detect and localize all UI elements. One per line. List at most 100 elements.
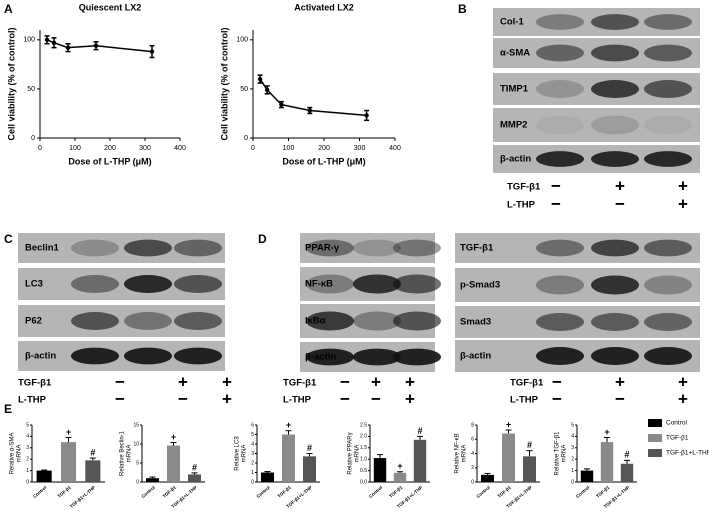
blot-band <box>536 151 584 167</box>
bar <box>580 470 594 482</box>
treatment-sign: − <box>371 389 381 408</box>
x-axis-label: Dose of L-THP (μM) <box>282 156 365 166</box>
point <box>149 49 155 54</box>
point <box>364 113 369 118</box>
blot-band <box>536 313 584 331</box>
significance-mark: # <box>307 443 312 453</box>
blot-label: β-actin <box>460 351 491 362</box>
bar <box>166 445 181 482</box>
y-tick-label: 5 <box>571 422 574 428</box>
point <box>307 108 312 113</box>
y-axis-label: mRNA <box>242 445 248 463</box>
bar <box>620 463 634 482</box>
blot-label: β-actin <box>25 351 56 362</box>
y-tick-label: 4 <box>26 434 29 440</box>
significance-mark: + <box>171 432 176 442</box>
x-tick-label: 0 <box>38 145 42 152</box>
x-tick-label: Control <box>140 485 155 499</box>
blot-band <box>591 239 639 257</box>
blot-band <box>174 312 222 330</box>
blot-band <box>306 239 354 257</box>
blot-band <box>124 312 172 330</box>
blot-band <box>591 115 639 135</box>
y-tick-label: 2 <box>571 457 574 463</box>
y-tick-label: 0.0 <box>360 479 367 485</box>
x-tick-label: Control <box>32 485 47 499</box>
y-tick-label: 3 <box>26 445 29 451</box>
treatment-label: TGF-β1 <box>18 378 52 389</box>
y-tick-label: 6 <box>471 437 474 443</box>
y-tick-label: 5 <box>251 432 254 438</box>
blot-band <box>644 275 692 295</box>
x-tick-label: Control <box>255 485 270 499</box>
blot-band <box>644 14 692 30</box>
treatment-sign: + <box>222 372 232 391</box>
y-tick-label: 10 <box>133 441 139 447</box>
panel-letter: E <box>4 402 12 416</box>
chart-title: Activated LX2 <box>294 2 354 12</box>
treatment-sign: + <box>678 372 688 391</box>
point <box>65 45 71 50</box>
y-axis-label: Relative α-SMA <box>10 433 16 475</box>
panel-letter: D <box>258 232 267 246</box>
blot-label: P62 <box>25 316 42 327</box>
panel-letter: B <box>458 2 467 16</box>
significance-mark: # <box>192 462 197 472</box>
blot-band <box>644 151 692 167</box>
x-tick-label: TGF-β1 <box>162 485 178 499</box>
blot-band <box>71 275 119 293</box>
treatment-label: L-THP <box>510 395 539 406</box>
blot-band <box>124 239 172 257</box>
blot-band <box>591 347 639 365</box>
treatment-label: L-THP <box>283 395 312 406</box>
y-tick-label: 1 <box>251 470 254 476</box>
y-tick-label: 0 <box>471 479 474 485</box>
y-axis-label: Relative TGF-β1 <box>555 431 561 476</box>
x-tick-label: 100 <box>283 145 295 152</box>
blot-label: p-Smad3 <box>460 280 500 291</box>
blot-band <box>353 311 401 331</box>
bar <box>145 478 160 482</box>
y-tick-label: 50 <box>27 86 35 93</box>
x-tick-label: 400 <box>389 145 401 152</box>
blot-band <box>174 347 222 365</box>
y-tick-label: 100 <box>23 37 35 44</box>
x-tick-label: Control <box>368 485 383 499</box>
blot-band <box>353 348 401 366</box>
y-tick-label: 15 <box>133 422 139 428</box>
significance-mark: # <box>624 450 629 460</box>
legend-swatch <box>648 434 662 442</box>
treatment-sign: − <box>115 389 125 408</box>
point <box>44 37 50 43</box>
y-tick-label: 0 <box>31 135 35 142</box>
y-tick-label: 0 <box>251 479 254 485</box>
y-axis-label: Cell viability (% of control) <box>219 27 229 140</box>
treatment-label: TGF-β1 <box>507 182 541 193</box>
y-tick-label: 2 <box>471 465 474 471</box>
blot-band <box>644 239 692 257</box>
blot-label: TGF-β1 <box>460 243 494 254</box>
significance-mark: # <box>90 447 95 457</box>
blot-band <box>536 80 584 98</box>
blot-band <box>174 275 222 293</box>
blot-label: β-actin <box>500 154 531 165</box>
x-tick-label: 300 <box>139 145 151 152</box>
treatment-sign: − <box>178 389 188 408</box>
treatment-sign: − <box>340 372 350 391</box>
bar <box>480 474 495 482</box>
panel-letter: A <box>4 2 13 16</box>
treatment-sign: − <box>551 194 561 213</box>
bar <box>281 434 296 482</box>
blot-band <box>71 312 119 330</box>
blot-label: α-SMA <box>500 48 530 59</box>
blot-band <box>306 311 354 331</box>
blot-label: PPAR-γ <box>305 243 340 254</box>
blot-label: β-actin <box>305 352 336 363</box>
x-tick-label: 0 <box>251 145 255 152</box>
blot-band <box>536 239 584 257</box>
blot-band <box>393 274 441 294</box>
y-tick-label: 0 <box>244 135 248 142</box>
y-tick-label: 2 <box>251 460 254 466</box>
blot-band <box>71 347 119 365</box>
